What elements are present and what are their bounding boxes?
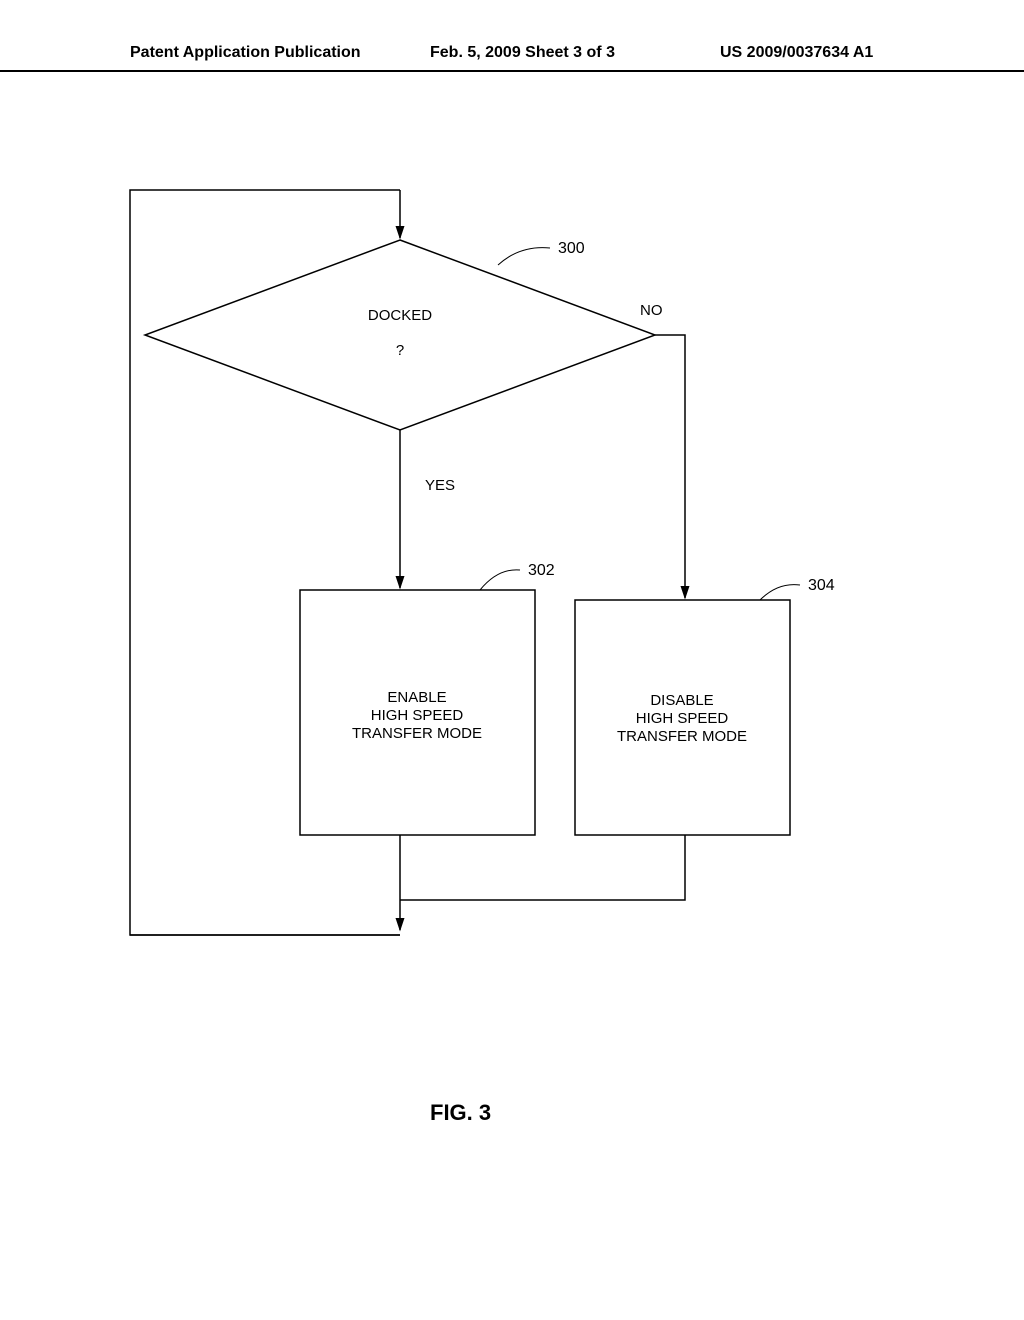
header-right: US 2009/0037634 A1: [720, 44, 873, 62]
decision-label-2: ?: [396, 342, 404, 359]
edge-no-label: NO: [640, 302, 663, 319]
page: Patent Application Publication Feb. 5, 2…: [0, 0, 1024, 1320]
ref-304: 304: [808, 577, 835, 594]
enable-label-3: TRANSFER MODE: [352, 725, 482, 742]
disable-label-1: DISABLE: [650, 692, 713, 709]
decision-label-1: DOCKED: [368, 307, 432, 324]
header-rule: [0, 70, 1024, 72]
header-left: Patent Application Publication: [130, 44, 361, 62]
ref-300: 300: [558, 240, 585, 257]
ref-304-leader: [760, 585, 800, 600]
flowchart-svg: DOCKED ? 300 NO YES ENABLE HIGH SPEED TR…: [0, 120, 1024, 1220]
disable-label-2: HIGH SPEED: [636, 710, 729, 727]
disable-label-3: TRANSFER MODE: [617, 728, 747, 745]
ref-302-leader: [480, 570, 520, 590]
header-center: Feb. 5, 2009 Sheet 3 of 3: [430, 44, 615, 62]
figure-label: FIG. 3: [430, 1100, 491, 1126]
edge-no-segment: [655, 335, 685, 595]
enable-label-1: ENABLE: [387, 689, 446, 706]
edge-disable-out: [400, 835, 685, 900]
ref-300-leader: [498, 248, 550, 265]
edge-loop: [130, 190, 400, 935]
edge-yes-label: YES: [425, 477, 455, 494]
decision-node: [145, 240, 655, 430]
enable-label-2: HIGH SPEED: [371, 707, 464, 724]
ref-302: 302: [528, 562, 555, 579]
